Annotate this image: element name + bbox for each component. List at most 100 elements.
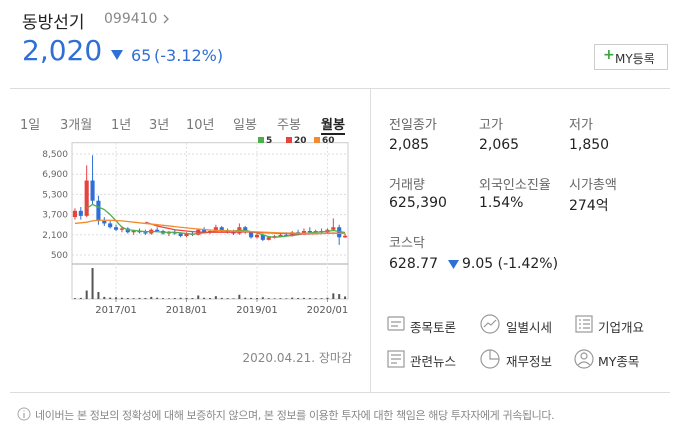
link[interactable]: 재무정보	[506, 354, 553, 369]
volume-bar	[109, 297, 112, 299]
index-change: 9.05 (-1.42%)	[462, 256, 559, 272]
volume-bar	[220, 297, 223, 299]
tab[interactable]: 월봉	[321, 114, 345, 135]
change-rate: (-3.12%)	[154, 46, 224, 65]
volume-bar	[191, 298, 194, 299]
stock-name[interactable]: 동방선기	[22, 13, 85, 33]
stat-value: 2,085	[389, 137, 430, 153]
candle-body	[102, 220, 107, 224]
y-tick-label: 3,700	[42, 211, 68, 221]
volume-bar	[308, 298, 311, 299]
x-tick-label: 2018/01	[166, 305, 208, 316]
volume-bar	[326, 297, 329, 299]
link[interactable]: 관련뉴스	[410, 354, 457, 369]
link-icons	[387, 314, 594, 369]
candle-body	[155, 229, 160, 232]
volume-bar	[209, 298, 211, 299]
stat-label: 시가총액	[569, 178, 617, 193]
index-label: 코스닥	[389, 236, 425, 251]
stat-value: 274억	[569, 198, 609, 214]
tab[interactable]: 1년	[111, 118, 132, 133]
volume-bar	[179, 297, 182, 299]
volume-bar	[173, 298, 176, 299]
chart: 8,500 6,900 5,300 3,700 2,100 500 2017/01 2018/…	[42, 136, 349, 316]
link[interactable]: 기업개요	[598, 320, 645, 335]
volume-bar	[244, 297, 247, 299]
candle-body	[178, 233, 183, 237]
candle-body	[260, 234, 265, 240]
volume-bar	[255, 298, 258, 299]
link[interactable]: 종목토론	[410, 320, 457, 335]
y-tick-label: 8,500	[42, 150, 68, 160]
stat-value: 2,065	[479, 137, 520, 153]
candle-body	[249, 232, 254, 238]
price: 2,020	[22, 34, 103, 67]
volume-bar	[314, 298, 317, 299]
candle-body	[72, 210, 77, 218]
legend-label: 5	[266, 136, 272, 146]
volume-bar	[338, 294, 341, 299]
info-icon	[17, 407, 31, 421]
legend-swatch	[258, 137, 264, 143]
volume-bar	[138, 297, 141, 299]
y-tick-label: 6,900	[42, 170, 68, 180]
candle-body	[301, 231, 307, 234]
candle-body	[343, 235, 348, 238]
stat-label: 외국인소진율	[479, 178, 551, 193]
y-tick-label: 500	[51, 251, 68, 261]
legend-swatch	[286, 137, 292, 143]
legend-label: 60	[322, 136, 335, 146]
volume-bar	[97, 291, 100, 299]
volume-bar	[103, 296, 106, 299]
volume-bar	[226, 298, 229, 299]
tab[interactable]: 3개월	[60, 118, 93, 133]
volume-bar	[285, 298, 288, 299]
volume-bar	[344, 296, 347, 299]
stat-value: 625,390	[389, 195, 447, 211]
x-tick-label: 2017/01	[95, 305, 137, 316]
volume-bar	[197, 295, 200, 299]
candle-body	[213, 227, 218, 232]
volume-bar	[279, 298, 282, 299]
candle-body	[84, 180, 89, 216]
candle-body	[331, 227, 336, 230]
volume-bar	[150, 296, 153, 299]
volume-bar	[273, 298, 276, 299]
link[interactable]: 일별시세	[506, 320, 553, 335]
candle-body	[337, 227, 342, 238]
down-icon	[111, 50, 123, 60]
notice: 네이버는 본 정보의 정확성에 대해 보증하지 않으며, 본 정보를 이용한 투…	[35, 409, 555, 422]
volume-bar	[79, 297, 82, 299]
tab[interactable]: 3년	[149, 118, 170, 133]
volume-bar	[126, 298, 129, 299]
volume-bar	[115, 297, 118, 299]
candle-body	[266, 237, 271, 240]
divider	[370, 88, 371, 392]
tab[interactable]: 1일	[20, 118, 41, 133]
divider	[10, 88, 670, 89]
down-icon	[448, 260, 459, 269]
volume-bar	[156, 297, 159, 299]
tab[interactable]: 주봉	[277, 118, 301, 133]
candle-body	[90, 180, 95, 201]
change: 65	[131, 46, 152, 65]
divider	[10, 392, 670, 393]
stat-label: 거래량	[389, 178, 425, 193]
tab[interactable]: 10년	[186, 118, 215, 133]
volume-bar	[91, 268, 94, 299]
y-tick-label: 5,300	[42, 190, 68, 200]
volume-bar	[214, 296, 217, 299]
candle-body	[219, 227, 224, 232]
volume-bar	[232, 298, 235, 299]
legend-swatch	[314, 137, 320, 143]
candle-body	[278, 234, 283, 237]
volume-bar	[162, 298, 165, 299]
candle-body	[143, 232, 148, 234]
legend-label: 20	[294, 136, 307, 146]
my-button[interactable]: + MY등록	[594, 44, 668, 70]
x-tick-label: 2019/01	[236, 305, 278, 316]
volume-bar	[267, 298, 270, 299]
tab[interactable]: 일봉	[233, 118, 257, 133]
link[interactable]: MY종목	[598, 354, 640, 369]
